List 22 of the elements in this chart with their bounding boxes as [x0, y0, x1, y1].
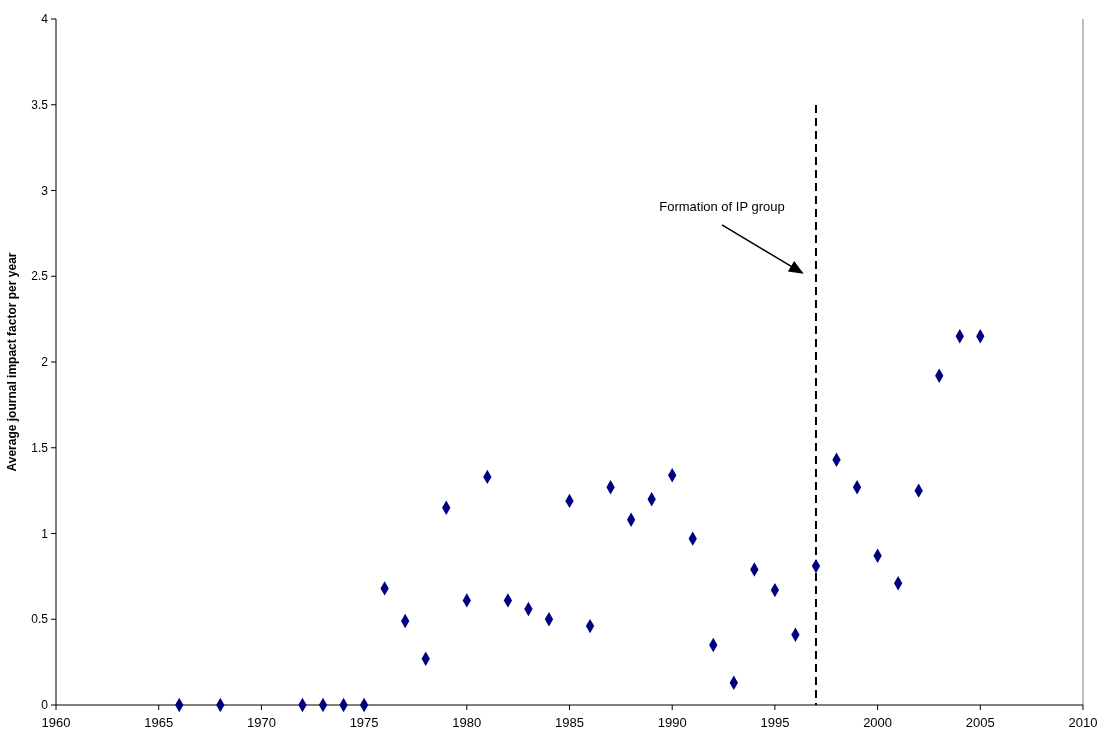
- x-tick-label: 2005: [965, 715, 995, 730]
- x-tick-label: 1960: [41, 715, 71, 730]
- y-tick-label: 0: [41, 698, 49, 713]
- x-tick-label: 2000: [863, 715, 893, 730]
- x-tick-label: 1980: [452, 715, 482, 730]
- x-tick-label: 1970: [246, 715, 276, 730]
- annotation: Formation of IP group: [659, 198, 785, 214]
- y-axis-title: Average journal impact factor per year: [5, 252, 19, 472]
- x-tick-label: 1985: [555, 715, 584, 730]
- x-tick-label: 1990: [657, 715, 687, 730]
- y-tick-label: 3: [41, 183, 49, 198]
- x-tick-label: 1995: [760, 715, 790, 730]
- y-tick-label: 1: [41, 526, 49, 541]
- y-tick-label: 2.5: [31, 269, 49, 284]
- x-tick-label: 1965: [144, 715, 174, 730]
- y-tick-label: 1.5: [31, 440, 49, 455]
- y-tick-label: 4: [41, 12, 49, 27]
- y-tick-label: 2: [41, 355, 49, 370]
- x-tick-label: 1975: [349, 715, 379, 730]
- x-tick-label: 2010: [1068, 715, 1098, 730]
- y-tick-label: 3.5: [31, 97, 49, 112]
- y-tick-label: 0.5: [31, 612, 49, 627]
